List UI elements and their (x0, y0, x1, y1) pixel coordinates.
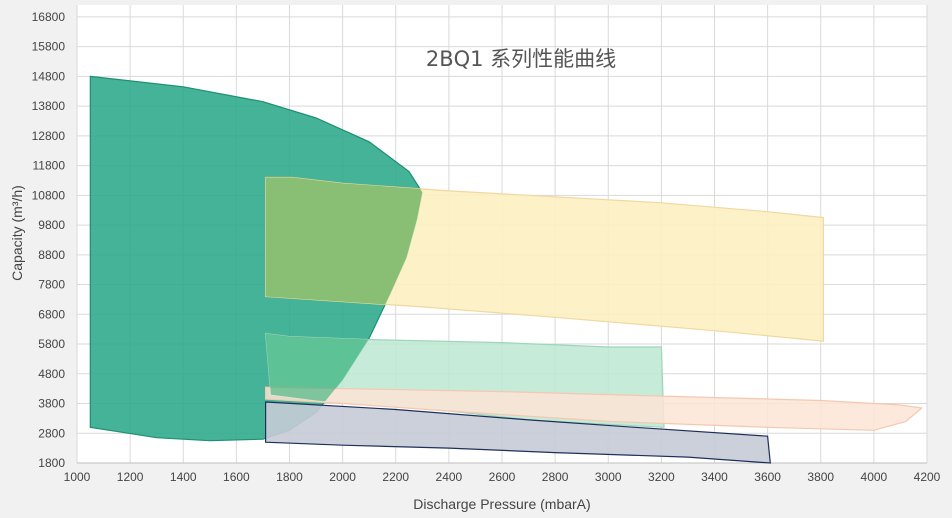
y-tick-label: 12800 (32, 129, 66, 143)
y-tick-label: 7800 (38, 278, 65, 292)
series-area-5 (265, 401, 771, 464)
x-tick-label: 1000 (64, 470, 91, 484)
y-tick-label: 9800 (38, 218, 65, 232)
y-tick-label: 1800 (38, 456, 65, 470)
x-tick-label: 2400 (436, 470, 463, 484)
x-tick-label: 4000 (861, 470, 888, 484)
x-tick-label: 3400 (701, 470, 728, 484)
y-tick-label: 16800 (32, 10, 66, 24)
y-tick-label: 4800 (38, 367, 65, 381)
x-tick-label: 4200 (914, 470, 941, 484)
x-tick-label: 2800 (542, 470, 569, 484)
y-tick-label: 2800 (38, 426, 65, 440)
x-tick-label: 1800 (276, 470, 303, 484)
x-tick-label: 1400 (170, 470, 197, 484)
x-tick-label: 3200 (648, 470, 675, 484)
y-tick-label: 13800 (32, 99, 66, 113)
x-axis-title: Discharge Pressure (mbarA) (413, 496, 590, 512)
x-tick-label: 1200 (117, 470, 144, 484)
x-axis-ticks: 1000 1200 1400 1600 1800 2000 2200 2400 2600 2800… (64, 470, 941, 484)
x-tick-label: 2200 (382, 470, 409, 484)
chart-title: 2BQ1 系列性能曲线 (426, 47, 616, 71)
y-tick-label: 11800 (33, 159, 66, 173)
x-tick-label: 2600 (489, 470, 516, 484)
y-tick-label: 6800 (38, 307, 65, 321)
y-tick-label: 8800 (38, 248, 65, 262)
series-area-4 (265, 386, 924, 431)
y-axis-ticks: 1800 2800 3800 4800 5800 6800 7800 8800 9800 1080… (32, 10, 66, 470)
y-tick-label: 14800 (32, 69, 66, 83)
x-tick-label: 2000 (329, 470, 356, 484)
y-tick-label: 15800 (32, 40, 66, 54)
y-axis-title: Capacity (m³/h) (9, 185, 25, 281)
y-tick-label: 5800 (38, 337, 65, 351)
x-tick-label: 3000 (595, 470, 622, 484)
x-tick-label: 3800 (807, 470, 834, 484)
y-tick-label: 10800 (32, 188, 66, 202)
y-tick-label: 3800 (38, 397, 65, 411)
x-tick-label: 3600 (754, 470, 781, 484)
x-tick-label: 1600 (223, 470, 250, 484)
